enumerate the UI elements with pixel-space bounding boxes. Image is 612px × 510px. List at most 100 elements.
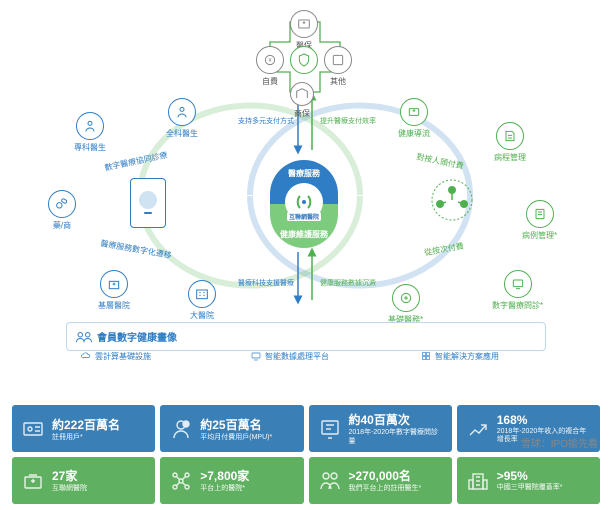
primary-hospital-icon [100,270,128,298]
right-arc-bottom-text: 從按次付費 [423,241,464,259]
growth-icon [465,416,491,442]
svg-text:$: $ [185,422,188,428]
right-node-case: 病例管理* [522,200,557,241]
stat-card-5: >7,800家平台上的醫院* [160,457,303,504]
right-node-digital: 數字醫療問診* [492,270,543,311]
plus-left-node: ¥ 自費 [256,46,284,87]
users-icon [20,416,46,442]
member-profile-box: 會員數字健康畫像 [66,322,546,351]
info-box-title-wrap: 會員數字健康畫像 [75,329,177,344]
stat-6-label: 我們平台上的註冊醫生* [349,485,422,493]
commercial-insurance-icon [290,82,314,106]
basic-med-icon [392,284,420,312]
right-node-0-label: 健康導流 [398,128,430,139]
doctors-icon [317,468,343,494]
stat-1-label: 平均月付費用戶(MPU)* [200,434,272,442]
stat-0-label: 註冊用戶* [52,434,120,442]
platform-icon [250,350,262,362]
left-node-gp: 全科醫生 [166,98,198,139]
network-icon [168,468,194,494]
arrow-label-rt: 提升醫療支付效率 [320,116,376,126]
arrow-label-lt: 支持多元支付方式 [238,116,294,126]
left-node-4-label: 大醫院 [190,310,214,321]
phone-icon [130,178,166,228]
hub-bottom-text: 健康維護服務 [280,229,328,240]
selfpay-icon: ¥ [256,46,284,74]
stat-7-value: >95% [497,469,563,483]
left-arc-top-text: 數字醫療協同診療 [104,149,169,173]
right-node-3-label: 數字醫療問診* [492,300,543,311]
members-icon [75,330,93,344]
left-node-1-label: 全科醫生 [166,128,198,139]
stat-5-label: 平台上的醫院* [200,485,249,493]
plus-center-node [290,46,318,74]
left-node-pharma: 藥/商 [48,190,76,231]
stat-3-value: 168% [497,413,592,427]
stat-7-label: 中國三甲醫院覆蓋率* [497,484,563,492]
center-hub: 醫療服務 互聯網醫院 健康維護服務 [270,160,338,248]
left-arc-bottom-text: 醫療服務數字化遷移 [100,238,173,261]
pharma-icon [48,190,76,218]
info-item-0-label: 雲計算基礎設施 [95,351,151,362]
ecosystem-diagram: 醫保 ¥ 自費 其他 商保 專科醫生 全科醫生 藥/商 基層醫院 大醫院 健康導流… [0,0,612,370]
paying-icon: $ [168,416,194,442]
specialist-icon [76,112,104,140]
stat-card-2: 約40百萬次2018年-2020年數字醫療問診量 [309,405,452,452]
info-item-1: 智能數據處理平台 [250,350,329,362]
medical-insurance-icon [290,10,318,38]
left-node-0-label: 專科醫生 [74,142,106,153]
left-node-specialist: 專科醫生 [74,112,106,153]
stat-6-value: >270,000名 [349,467,422,484]
shield-icon [290,46,318,74]
right-node-1-label: 病程管理 [494,152,526,163]
stat-2-value: 約40百萬次 [349,411,444,428]
stat-card-0: 約222百萬名註冊用戶* [12,405,155,452]
left-node-primary: 基層醫院 [98,270,130,311]
case-mgmt-icon [526,200,554,228]
left-node-2-label: 藥/商 [53,220,71,231]
plus-bottom-node: 商保 [290,82,314,119]
plus-top-node: 醫保 [290,10,318,51]
cloud-icon [80,350,92,362]
right-node-basic: 基礎醫務* [388,284,423,325]
right-arc-top-text: 對按人頭付費 [415,151,464,172]
info-item-0: 雲計算基礎設施 [80,350,151,362]
info-item-2-label: 智能解決方案應用 [435,351,499,362]
hub-top-text: 醫療服務 [288,168,320,179]
stat-4-value: 27家 [52,467,87,484]
large-hospital-icon [188,280,216,308]
left-node-3-label: 基層醫院 [98,300,130,311]
right-node-course: 病程管理 [494,122,526,163]
solution-icon [420,350,432,362]
other-icon [324,46,352,74]
stats-grid: 約222百萬名註冊用戶* $ 約25百萬名平均月付費用戶(MPU)* 約40百萬… [12,405,600,504]
info-item-2: 智能解決方案應用 [420,350,499,362]
stat-4-label: 互聯網醫院 [52,485,87,493]
stat-2-label: 2018年-2020年數字醫療問診量 [349,429,444,446]
right-node-flow: 健康導流 [398,98,430,139]
consult-icon [317,416,343,442]
stat-5-value: >7,800家 [200,467,249,484]
hub-mid-text: 互聯網醫院 [287,212,321,221]
arrow-label-lb: 醫療科技支援醫療 [238,278,294,288]
people-cluster-icon [430,178,474,222]
health-flow-icon [400,98,428,126]
gp-icon [168,98,196,126]
digital-consult-icon [504,270,532,298]
right-node-2-label: 病例管理* [522,230,557,241]
arrow-label-rb: 健康服務數據沉澱 [320,278,376,288]
info-item-1-label: 智能數據處理平台 [265,351,329,362]
stat-card-6: >270,000名我們平台上的註冊醫生* [309,457,452,504]
stat-card-1: $ 約25百萬名平均月付費用戶(MPU)* [160,405,303,452]
coverage-icon [465,468,491,494]
svg-text:¥: ¥ [269,58,272,64]
stat-0-value: 約222百萬名 [52,416,120,433]
plus-right-node: 其他 [324,46,352,87]
plus-left-label: 自費 [262,76,278,87]
phone-avatar-icon [139,191,157,209]
course-mgmt-icon [496,122,524,150]
plus-bottom-label: 商保 [294,108,310,119]
watermark-text: 雪球：IPO搶先看 [521,435,598,450]
stat-card-7: >95%中國三甲醫院覆蓋率* [457,457,600,504]
info-box-title: 會員數字健康畫像 [97,329,177,344]
